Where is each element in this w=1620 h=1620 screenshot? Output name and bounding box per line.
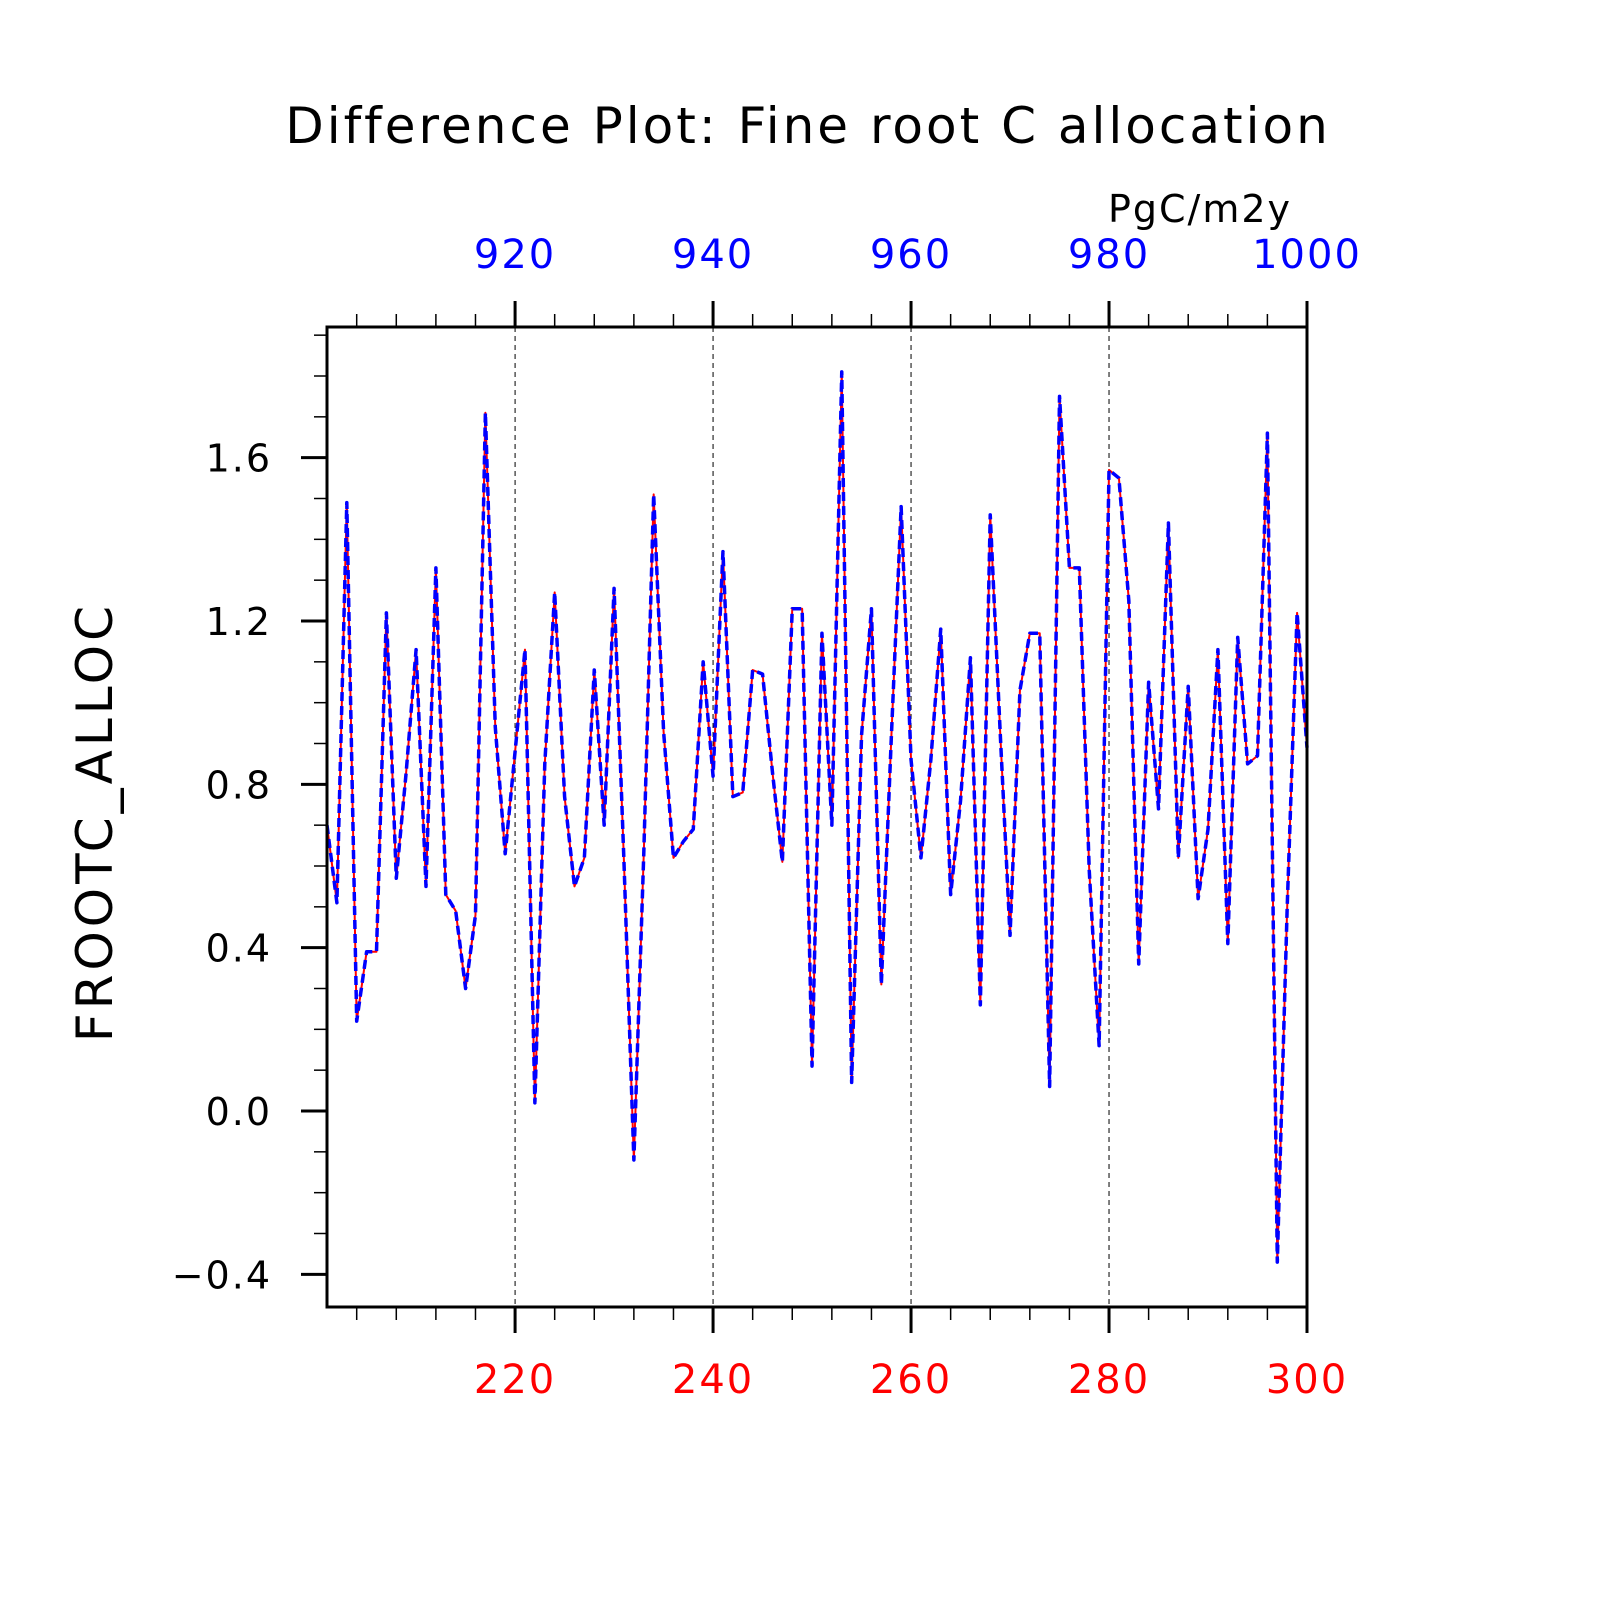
units-label: PgC/m2y: [1108, 187, 1292, 231]
series-layer: [325, 370, 1309, 1264]
y-tick-label: 0.8: [206, 763, 272, 807]
x-top-tick-label: 940: [672, 232, 754, 278]
series-line-blue: [325, 370, 1309, 1264]
x-bottom-tick-label: 260: [870, 1357, 952, 1403]
y-axis-label: FROOTC_ALLOC: [66, 602, 124, 1042]
x-top-tick-label: 980: [1068, 232, 1150, 278]
x-bottom-tick-label: 300: [1266, 1357, 1348, 1403]
tick-marks: [301, 301, 1309, 1333]
chart-title: Difference Plot: Fine root C allocation: [285, 97, 1331, 155]
y-tick-label: 1.6: [206, 437, 272, 481]
y-tick-label: 1.2: [206, 600, 272, 644]
tick-labels: 220 240 260 280 300 920 940 960 980 1000 −0.4 0.0 0.…: [172, 232, 1362, 1403]
x-bottom-tick-label: 240: [672, 1357, 754, 1403]
y-tick-label: 0.4: [206, 927, 272, 971]
x-top-tick-label: 920: [474, 232, 556, 278]
plot-frame: [325, 325, 1309, 1309]
y-tick-label: 0.0: [206, 1090, 272, 1134]
x-top-tick-label: 1000: [1252, 232, 1362, 278]
y-tick-label: −0.4: [172, 1253, 272, 1297]
x-top-tick-label: 960: [870, 232, 952, 278]
x-bottom-tick-label: 220: [474, 1357, 556, 1403]
x-bottom-tick-label: 280: [1068, 1357, 1150, 1403]
